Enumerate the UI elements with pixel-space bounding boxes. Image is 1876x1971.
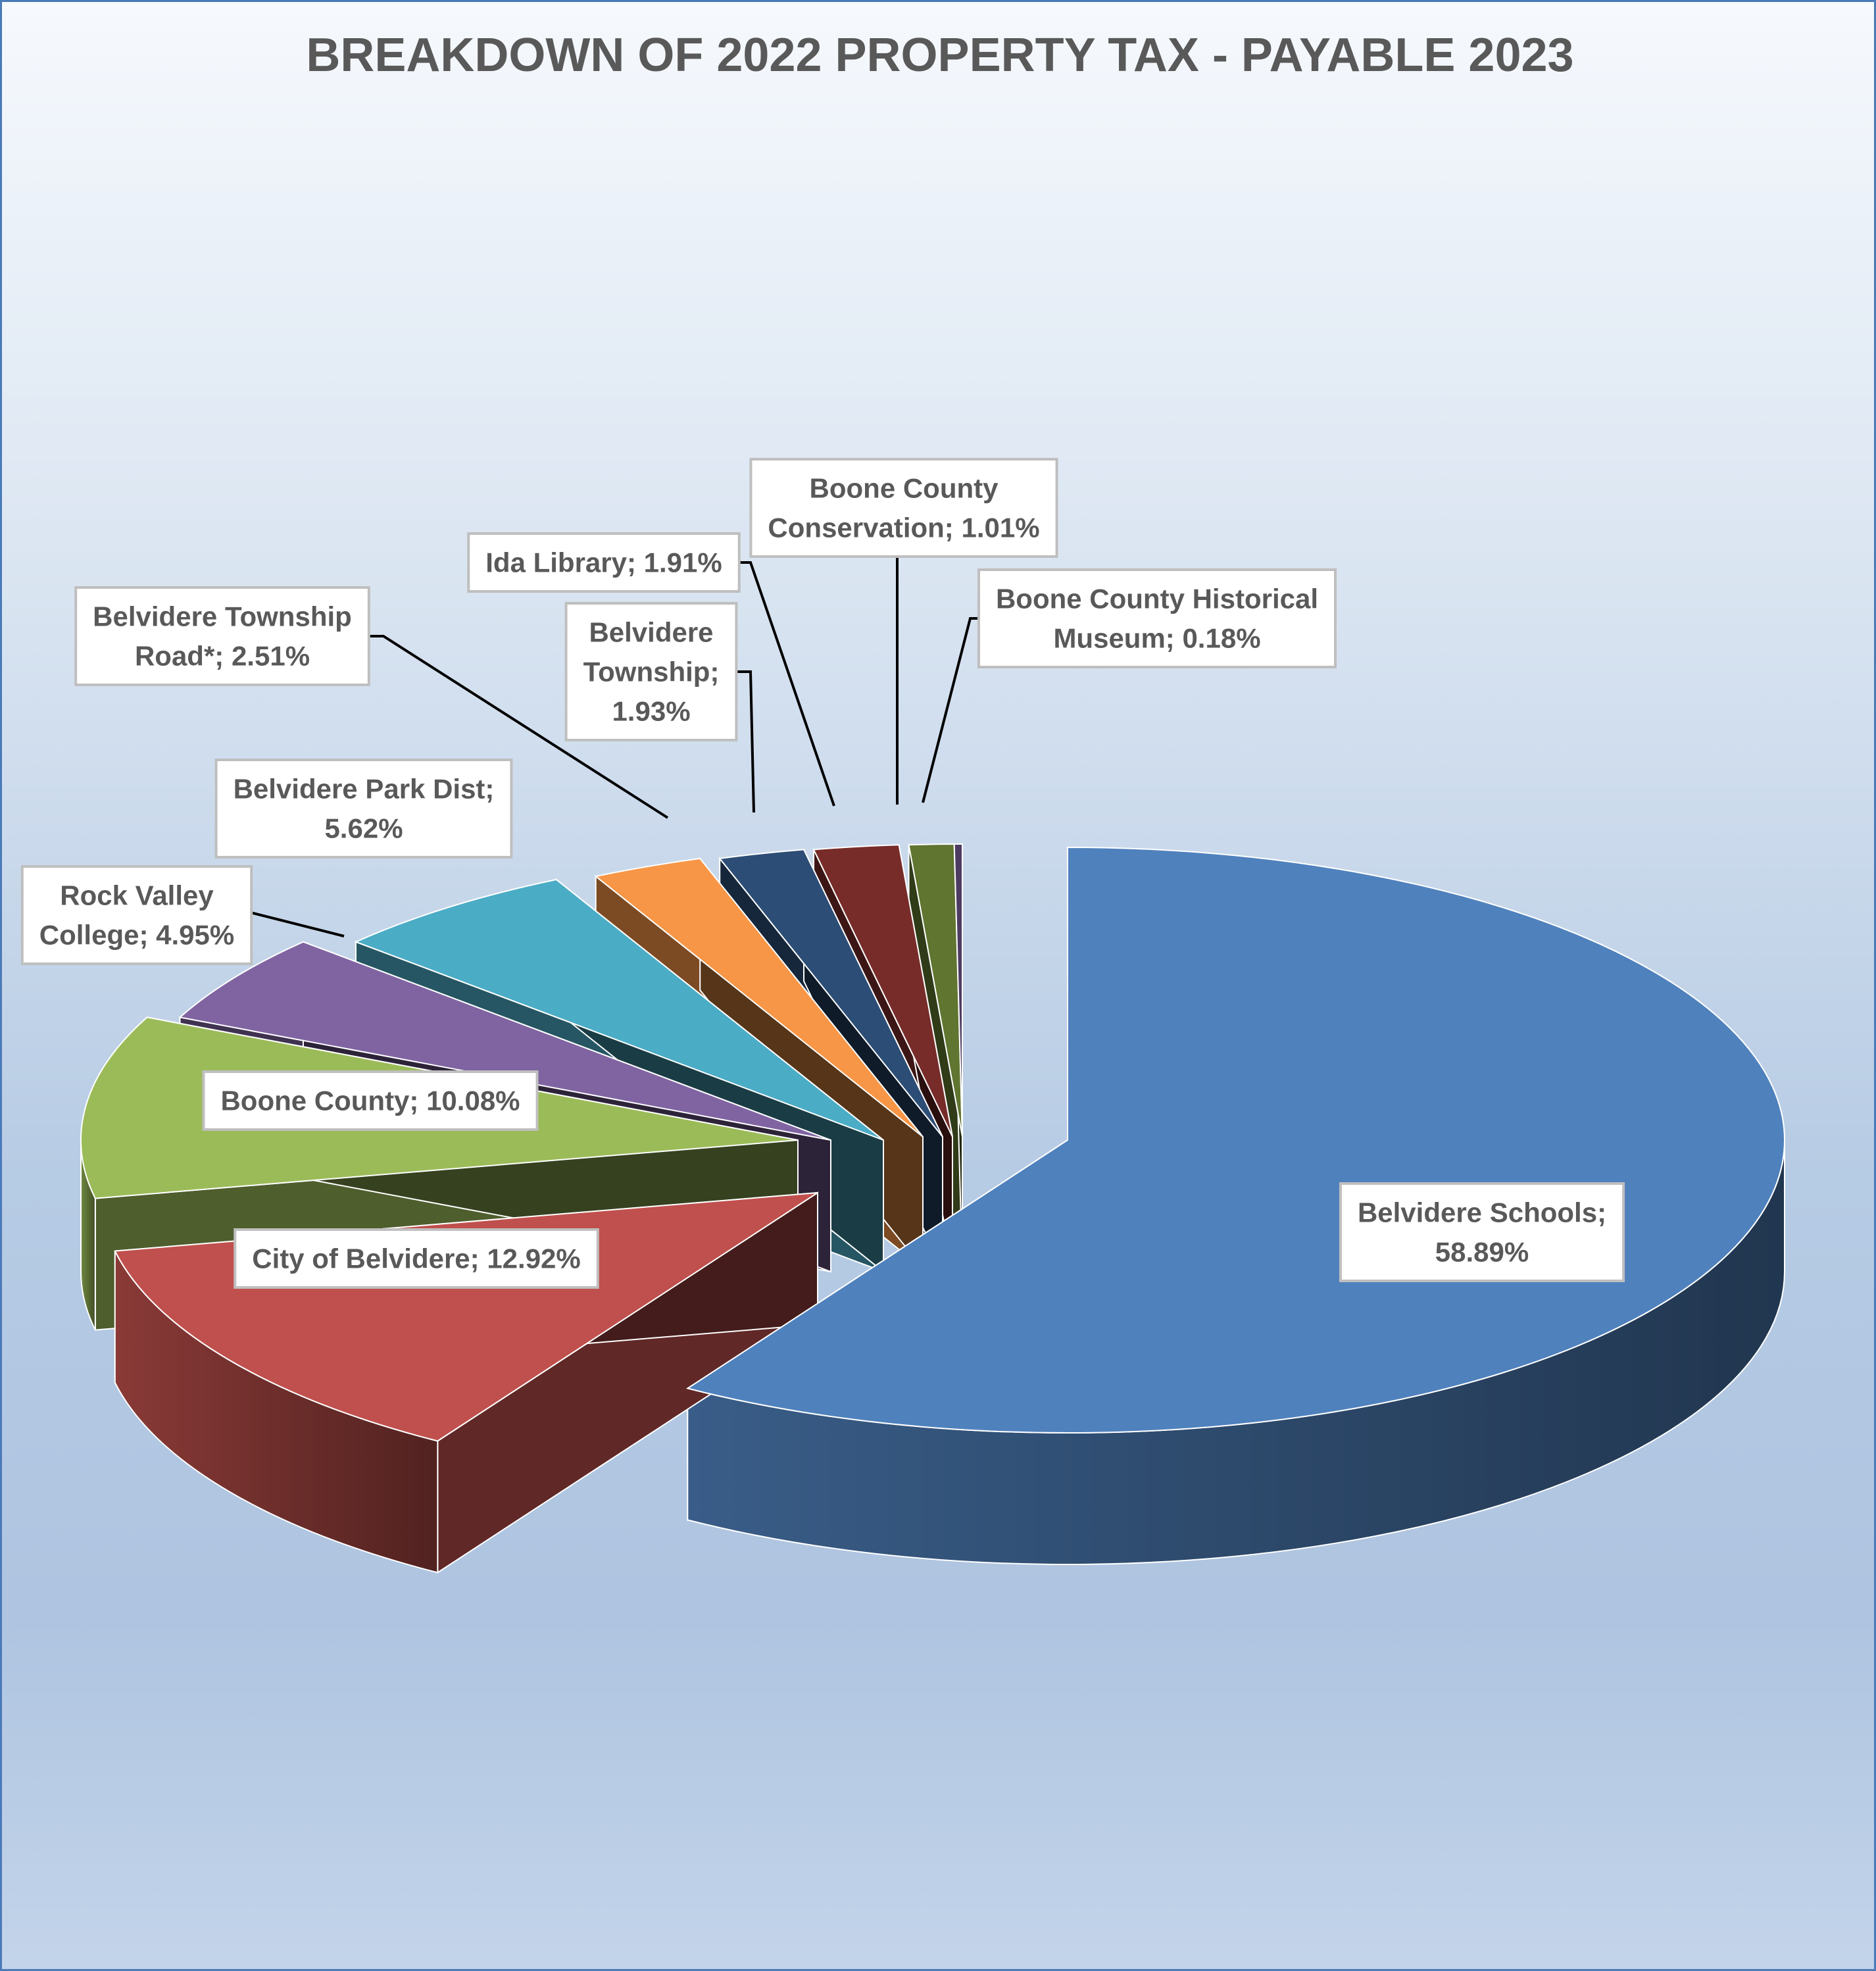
data-label-box	[74, 586, 370, 686]
leader-line-ida-library	[731, 561, 835, 807]
data-label-text: Boone County; 10.08%	[220, 1085, 520, 1116]
data-label-boone-county-conservation: Boone County Conservation; 1.01%	[749, 458, 1058, 558]
data-label-ida-library: Ida Library; 1.91%	[467, 532, 741, 593]
chart-title: BREAKDOWN OF 2022 PROPERTY TAX - PAYABLE…	[306, 29, 1574, 82]
data-label-text: 58.89%	[1435, 1237, 1529, 1268]
data-label-box	[234, 1228, 599, 1289]
data-label-city-of-belvidere: City of Belvidere; 12.92%	[234, 1228, 599, 1289]
data-label-text: Ida Library; 1.91%	[485, 547, 722, 578]
pie-slice-rock-valley-college	[178, 941, 831, 1141]
data-label-text: Conservation; 1.01%	[768, 512, 1039, 543]
data-label-text: 5.62%	[324, 813, 403, 844]
pie-slice-belvidere-schools	[685, 846, 1785, 1434]
slice-labels-layer: Belvidere Schools; 58.89% City of Belvider…	[20, 458, 1625, 1289]
data-label-text: Township;	[583, 657, 720, 687]
data-label-text: City of Belvidere; 12.92%	[252, 1243, 581, 1274]
data-label-box	[977, 568, 1337, 668]
data-label-text: Rock Valley	[60, 880, 214, 911]
data-label-text: Boone County Historical	[996, 584, 1318, 614]
leader-line-rock-valley-college	[247, 911, 345, 937]
data-label-text: Belvidere Park Dist;	[234, 774, 495, 805]
data-label-text: Belvidere Schools;	[1358, 1197, 1606, 1228]
data-label-boone-county: Boone County; 10.08%	[202, 1070, 539, 1131]
pie-slice-belvidere-park-dist	[354, 878, 884, 1141]
data-label-text: Belvidere	[589, 617, 713, 648]
data-label-rock-valley-college: Rock Valley College; 4.95%	[20, 865, 253, 965]
data-label-box	[214, 759, 513, 859]
data-label-belvidere-schools: Belvidere Schools; 58.89%	[1339, 1182, 1625, 1282]
leader-line-belvidere-township-road	[368, 635, 669, 819]
data-label-text: Belvidere Township	[93, 601, 352, 632]
data-label-text: Road*; 2.51%	[135, 641, 310, 672]
data-label-text: College; 4.95%	[39, 920, 234, 951]
slice-tops-layer	[80, 843, 1785, 1442]
data-label-boone-county-historical-museum: Boone County Historical Museum; 0.18%	[977, 568, 1337, 668]
pie-slice-boone-county-historical-museum	[953, 843, 963, 1137]
data-label-box	[1339, 1182, 1625, 1282]
pie-slice-belvidere-township-road	[594, 857, 924, 1137]
data-label-box	[202, 1070, 539, 1131]
data-label-box	[749, 458, 1058, 558]
pie-slice-belvidere-township	[718, 849, 943, 1137]
data-label-belvidere-township: Belvidere Township; 1.93%	[564, 602, 738, 741]
data-label-box	[467, 532, 741, 593]
data-label-box	[564, 602, 738, 741]
data-label-box	[20, 865, 253, 965]
data-label-text: Museum; 0.18%	[1053, 623, 1260, 654]
pie-slice-ida-library	[812, 844, 953, 1137]
leader-line-boone-county-historical-museum	[922, 617, 980, 803]
data-label-text: 1.93%	[612, 696, 690, 727]
data-label-belvidere-park-dist: Belvidere Park Dist; 5.62%	[214, 759, 513, 859]
data-label-belvidere-township-road: Belvidere Township Road*; 2.51%	[74, 586, 370, 686]
data-label-text: Boone County	[810, 473, 999, 504]
